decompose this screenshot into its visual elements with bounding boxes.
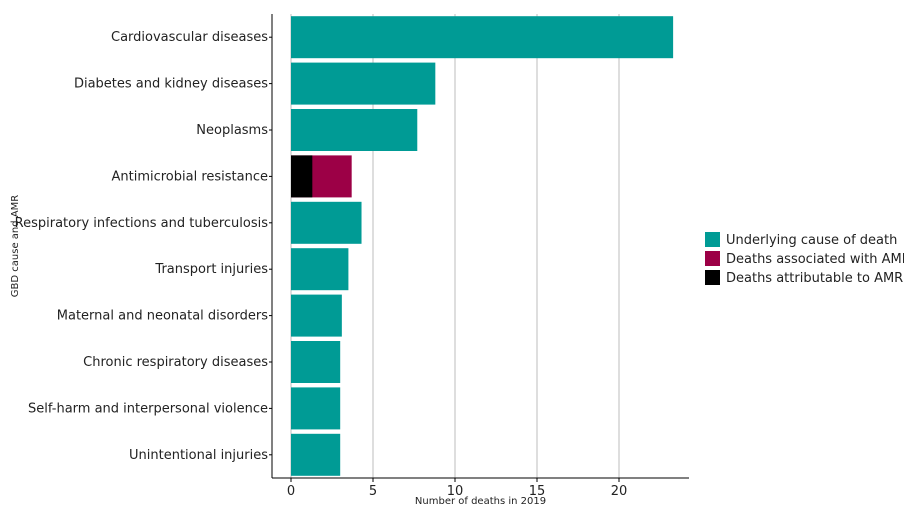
bars (291, 16, 674, 476)
x-tick-label: 20 (611, 484, 628, 499)
category-label: Unintentional injuries (129, 448, 268, 463)
category-label: Respiratory infections and tuberculosis (15, 216, 269, 231)
x-axis-title: Number of deaths in 2019 (415, 496, 546, 507)
category-label: Diabetes and kidney diseases (74, 77, 268, 92)
legend-swatch-1 (705, 251, 720, 266)
x-tick-label: 10 (447, 484, 464, 499)
x-tick-label: 0 (287, 484, 295, 499)
legend: Underlying cause of death Deaths associat… (705, 232, 904, 286)
category-label: Transport injuries (154, 262, 268, 277)
category-label: Chronic respiratory diseases (83, 355, 268, 370)
legend-swatch-2 (705, 270, 720, 285)
legend-swatch-0 (705, 232, 720, 247)
y-axis-title: GBD cause and AMR (10, 195, 21, 297)
x-tick-label: 15 (529, 484, 546, 499)
category-label: Neoplasms (196, 123, 268, 138)
category-label: Maternal and neonatal disorders (57, 309, 268, 324)
x-tick-labels: 0 5 10 15 20 (287, 484, 627, 499)
bar-0-0 (291, 16, 674, 59)
bar-0-6 (291, 294, 342, 337)
bar-0-9 (291, 433, 341, 476)
x-tick-label: 5 (369, 484, 377, 499)
legend-label-1: Deaths associated with AMR (726, 252, 904, 267)
bar-0-8 (291, 387, 341, 430)
category-label: Cardiovascular diseases (111, 30, 268, 45)
legend-label-2: Deaths attributable to AMR (726, 271, 903, 286)
category-label: Antimicrobial resistance (111, 169, 268, 184)
bar-2-3 (291, 155, 313, 198)
bar-0-7 (291, 341, 341, 383)
axes (269, 14, 689, 482)
bar-0-1 (291, 62, 436, 105)
category-label: Self-harm and interpersonal violence (28, 401, 268, 416)
bar-0-4 (291, 201, 362, 244)
legend-label-0: Underlying cause of death (726, 233, 897, 248)
bar-0-5 (291, 248, 349, 291)
category-labels: Cardiovascular diseases Diabetes and kidn… (15, 30, 269, 463)
bar-0-2 (291, 109, 418, 151)
